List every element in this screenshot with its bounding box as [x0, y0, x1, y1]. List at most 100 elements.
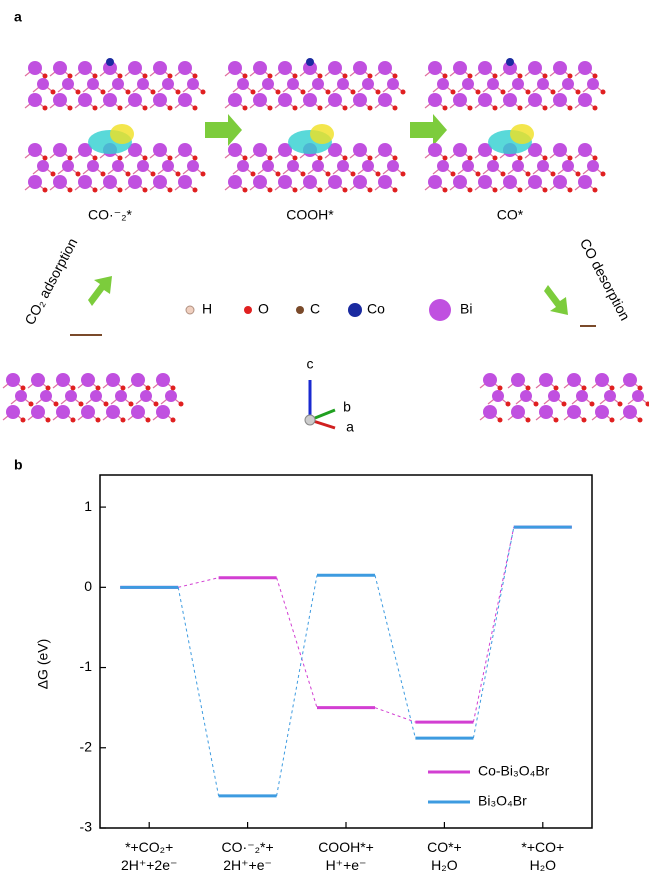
bi-atom [328, 175, 342, 189]
o-atom [68, 106, 73, 111]
bi-atom [553, 175, 567, 189]
connector [473, 527, 513, 738]
bi-atom [162, 78, 174, 90]
o-atom [143, 156, 148, 161]
o-atom [68, 188, 73, 193]
bi-atom [262, 160, 274, 172]
bi-atom [6, 405, 20, 419]
o-atom [468, 156, 473, 161]
bi-atom [353, 143, 367, 157]
crystal-slab [425, 61, 606, 111]
o-atom [554, 418, 559, 423]
bi-atom [562, 160, 574, 172]
o-atom [96, 386, 101, 391]
bi-atom [328, 61, 342, 75]
o-atom [351, 90, 356, 95]
o-atom [393, 188, 398, 193]
bi-atom [512, 78, 524, 90]
connector [375, 708, 415, 722]
o-atom [543, 74, 548, 79]
bi-atom [576, 390, 588, 402]
o-atom [43, 188, 48, 193]
state-label: CO* [497, 207, 524, 223]
o-atom [468, 74, 473, 79]
co-atom [306, 58, 314, 66]
o-atom [121, 418, 126, 423]
o-atom [368, 106, 373, 111]
o-atom [551, 172, 556, 177]
o-atom [193, 188, 198, 193]
o-atom [251, 172, 256, 177]
atom-icon [244, 306, 252, 314]
o-atom [543, 106, 548, 111]
bi-atom [462, 78, 474, 90]
bi-atom [528, 93, 542, 107]
o-atom [193, 156, 198, 161]
atom-legend: H O C Co Bi [186, 299, 472, 321]
bi-atom [378, 143, 392, 157]
bi-atom [28, 143, 42, 157]
bi-atom [378, 61, 392, 75]
o-atom [46, 418, 51, 423]
bi-atom [528, 61, 542, 75]
x-tick-label: COOH*+ H⁺+e⁻ [291, 838, 401, 874]
bi-atom [31, 373, 45, 387]
bi-atom [587, 78, 599, 90]
bi-atom [53, 61, 67, 75]
o-atom [401, 90, 406, 95]
o-atom [526, 172, 531, 177]
o-atom [51, 172, 56, 177]
o-atom [71, 418, 76, 423]
o-atom [506, 402, 511, 407]
x-tick-label: *+CO+ H₂O [488, 838, 598, 874]
bi-atom [103, 175, 117, 189]
o-atom [118, 74, 123, 79]
o-atom [21, 418, 26, 423]
bi-atom [312, 78, 324, 90]
o-atom [118, 188, 123, 193]
bi-atom [115, 390, 127, 402]
o-atom [476, 172, 481, 177]
o-atom [443, 106, 448, 111]
charge-density [510, 124, 534, 144]
arrow [544, 285, 568, 315]
bi-atom [337, 78, 349, 90]
o-atom [21, 386, 26, 391]
o-atom [276, 172, 281, 177]
bi-atom [156, 373, 170, 387]
bi-atom [503, 93, 517, 107]
bi-atom [567, 405, 581, 419]
o-atom [51, 90, 56, 95]
o-atom [393, 156, 398, 161]
o-atom [638, 418, 643, 423]
arrow [205, 114, 242, 146]
panel-label: a [14, 9, 22, 25]
o-atom [201, 172, 206, 177]
o-atom [401, 172, 406, 177]
o-atom [593, 106, 598, 111]
bi-atom [539, 405, 553, 419]
arrow [88, 276, 112, 306]
o-atom [243, 74, 248, 79]
o-atom [179, 402, 184, 407]
bi-atom [428, 175, 442, 189]
bi-atom [578, 143, 592, 157]
bi-atom [153, 93, 167, 107]
o-atom [151, 90, 156, 95]
y-tick-label: -2 [80, 738, 93, 754]
o-atom [501, 90, 506, 95]
o-atom [143, 74, 148, 79]
o-atom [43, 156, 48, 161]
bi-atom [562, 78, 574, 90]
bi-atom [65, 390, 77, 402]
bi-atom [387, 160, 399, 172]
o-atom [526, 386, 531, 391]
o-atom [96, 418, 101, 423]
bi-atom [53, 175, 67, 189]
o-atom [146, 386, 151, 391]
bi-atom [303, 175, 317, 189]
o-atom [151, 172, 156, 177]
o-atom [534, 402, 539, 407]
o-atom [276, 90, 281, 95]
o-atom [293, 188, 298, 193]
